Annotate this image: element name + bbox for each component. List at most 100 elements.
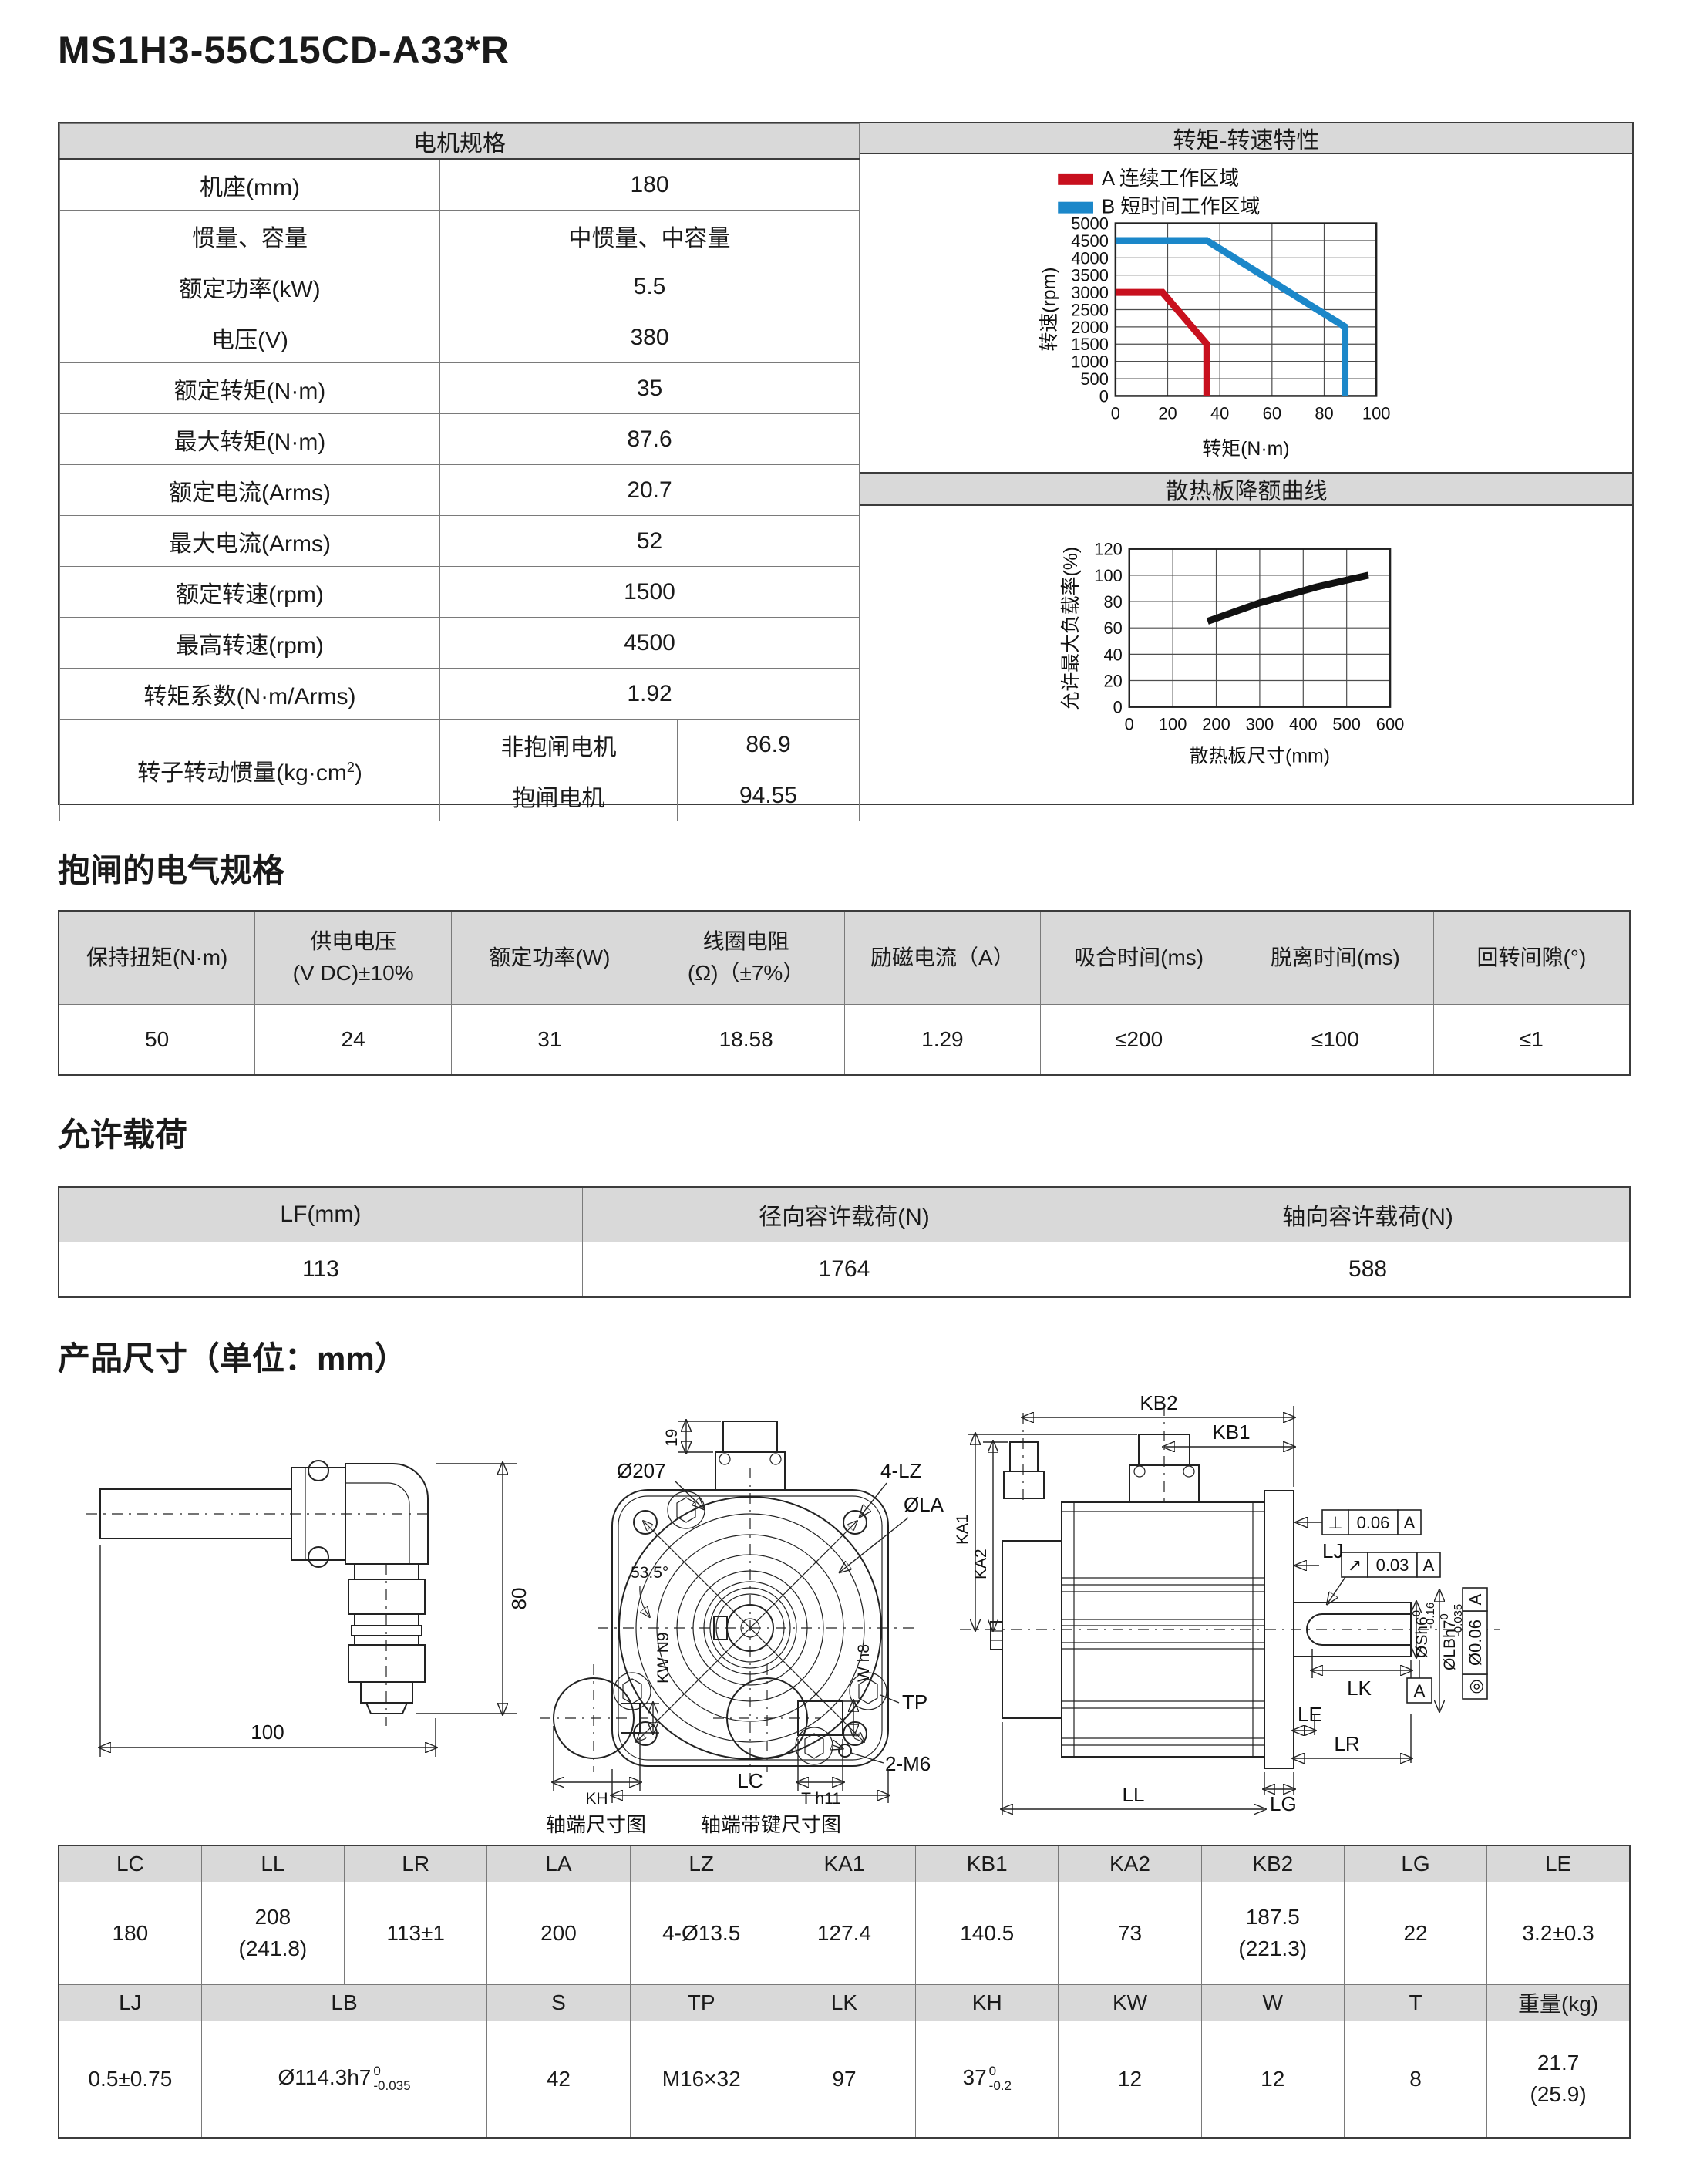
inertia-sub-label: 非抱闸电机: [439, 719, 678, 770]
dim-value: 208 (241.8): [200, 1882, 345, 1985]
dim-header: LE: [1486, 1845, 1631, 1882]
shaft-end-keyed-caption: 轴端带键尺寸图: [701, 1813, 841, 1836]
x-tick-label: 0: [1111, 403, 1120, 423]
dim-value: 140.5: [915, 1882, 1059, 1985]
svg-text:LR: LR: [1334, 1732, 1359, 1755]
spec-value: 5.5: [439, 261, 860, 312]
side-runout-tolerance-frame: ↗ 0.03 A: [1328, 1552, 1441, 1603]
shaft-end-plain-caption: 轴端尺寸图: [546, 1813, 646, 1836]
dim-header: LG: [1343, 1845, 1488, 1882]
spec-value: 20.7: [439, 464, 860, 516]
y-tick-label: 60: [1103, 618, 1122, 638]
x-tick-label: 500: [1332, 714, 1361, 733]
dim-header: KB1: [915, 1845, 1059, 1882]
brake-header: 供电电压 (V DC)±10%: [254, 910, 452, 1005]
dim-header: LL: [200, 1845, 345, 1882]
legend-swatch-short-time: [1058, 201, 1094, 214]
dim-value: 73: [1058, 1882, 1202, 1985]
brake-header: 额定功率(W): [451, 910, 648, 1005]
side-ka2-dim: KA2: [972, 1442, 1008, 1630]
side-view: KB2 KB1 KA1 KA2 ⊥ 0.06: [954, 1394, 1500, 1815]
dim-value: 22: [1343, 1882, 1488, 1985]
dim-value: 42: [486, 2021, 631, 2138]
dimension-table: LC LL LR LA LZ KA1 KB1 KA2 KB2 LG LE 180…: [58, 1845, 1631, 2138]
dim-value: 12: [1058, 2021, 1202, 2138]
connector-drawing: 80 100: [86, 1460, 530, 1757]
front-view: 19 Ø207: [598, 1421, 944, 1803]
brake-value: 50: [58, 1004, 256, 1076]
svg-text:⊥: ⊥: [1328, 1513, 1342, 1532]
x-tick-label: 400: [1289, 714, 1317, 733]
spec-value: 52: [439, 515, 860, 567]
y-tick-label: 1500: [1071, 335, 1109, 354]
svg-text:KA1: KA1: [954, 1514, 971, 1545]
dimensions-section-title: 产品尺寸（单位：mm）: [58, 1340, 407, 1377]
front-la-label: ØLA: [904, 1493, 944, 1516]
legend-swatch-continuous: [1058, 173, 1094, 185]
dim-value: 0.5±0.75: [58, 2021, 202, 2138]
svg-text:80: 80: [507, 1588, 530, 1610]
dim-value-lb: Ø114.3h7 0 -0.035: [200, 2021, 488, 2138]
motor-spec-table: 电机规格 机座(mm) 180 惯量、容量 中惯量、中容量 额定功率(kW) 5…: [59, 123, 860, 821]
side-lk-dim: LK: [1312, 1649, 1411, 1700]
dim-header: 重量(kg): [1486, 1984, 1631, 2021]
dim-header: LC: [58, 1845, 202, 1882]
dim-value-kh: 37 0 -0.2: [915, 2021, 1059, 2138]
dim-header: LZ: [629, 1845, 773, 1882]
svg-text:0.03: 0.03: [1376, 1555, 1409, 1575]
side-lj-label: LJ: [1322, 1539, 1343, 1562]
side-lg-dim: LG: [1264, 1772, 1297, 1815]
dim-value: 21.7 (25.9): [1486, 2021, 1631, 2138]
spec-label: 转矩系数(N·m/Arms): [59, 668, 440, 720]
svg-text:T h11: T h11: [801, 1790, 841, 1808]
x-tick-label: 600: [1376, 714, 1405, 733]
spec-value: 1500: [439, 566, 860, 618]
inertia-sub-value: 86.9: [676, 719, 860, 770]
x-tick-label: 40: [1210, 403, 1229, 423]
dim-header: KB2: [1200, 1845, 1345, 1882]
svg-text:LL: LL: [1123, 1783, 1145, 1806]
svg-text:Ø0.06: Ø0.06: [1466, 1619, 1485, 1666]
motor-spec-and-charts-table: 电机规格 机座(mm) 180 惯量、容量 中惯量、中容量 额定功率(kW) 5…: [58, 122, 1634, 821]
brake-value: 1.29: [843, 1004, 1042, 1076]
spec-value: 380: [439, 312, 860, 363]
spec-value: 87.6: [439, 413, 860, 465]
load-value: 588: [1106, 1242, 1631, 1298]
spec-value: 4500: [439, 617, 860, 669]
front-angle-arc: [639, 1585, 649, 1616]
front-dia207-leader: [674, 1480, 703, 1508]
dim-header: W: [1200, 1984, 1345, 2021]
dim-header: LA: [486, 1845, 631, 1882]
brake-section-title: 抱闸的电气规格: [58, 852, 285, 888]
x-tick-label: 20: [1158, 403, 1177, 423]
brake-header: 线圈电阻 (Ω)（±7%）: [647, 910, 845, 1005]
x-tick-label: 0: [1125, 714, 1134, 733]
spec-label: 额定转速(rpm): [59, 566, 440, 618]
spec-label: 最大转矩(N·m): [59, 413, 440, 465]
front-top-connector: [715, 1421, 786, 1491]
spec-value: 中惯量、中容量: [439, 210, 860, 261]
dim-header: KA1: [772, 1845, 917, 1882]
spec-label: 机座(mm): [59, 158, 440, 211]
side-fins: [1062, 1511, 1264, 1746]
page-title: MS1H3-55C15CD-A33*R: [58, 29, 510, 72]
side-concentricity-frame: ◎ Ø0.06 A: [1462, 1587, 1488, 1700]
spec-label: 额定电流(Arms): [59, 464, 440, 516]
kh-dim: KH: [554, 1726, 640, 1808]
brake-value: ≤200: [1040, 1004, 1237, 1076]
torque-speed-chart: A 连续工作区域 B 短时间工作区域 转速(rpm) 转矩(N·m) 0 20 40…: [1039, 167, 1390, 460]
svg-text:ØSh60-0.16: ØSh60-0.16: [1410, 1603, 1437, 1658]
x-tick-label: 60: [1263, 403, 1281, 423]
connector-height-dim: 80: [416, 1464, 530, 1714]
shaft-end-diagrams: KW N9 KH 轴端尺寸图 W h8: [540, 1632, 873, 1836]
inertia-sub-value: 94.55: [676, 770, 860, 821]
dim-header: S: [486, 1984, 631, 2021]
brake-header: 吸合时间(ms): [1040, 910, 1237, 1005]
torque-chart-xlabel: 转矩(N·m): [1202, 438, 1289, 460]
svg-text:KB1: KB1: [1212, 1421, 1250, 1444]
plot-border: [1114, 222, 1378, 397]
dim-value: 97: [772, 2021, 917, 2138]
svg-text:◎: ◎: [1466, 1679, 1485, 1694]
spec-label: 最高转速(rpm): [59, 617, 440, 669]
dim-value: 113±1: [344, 1882, 488, 1985]
